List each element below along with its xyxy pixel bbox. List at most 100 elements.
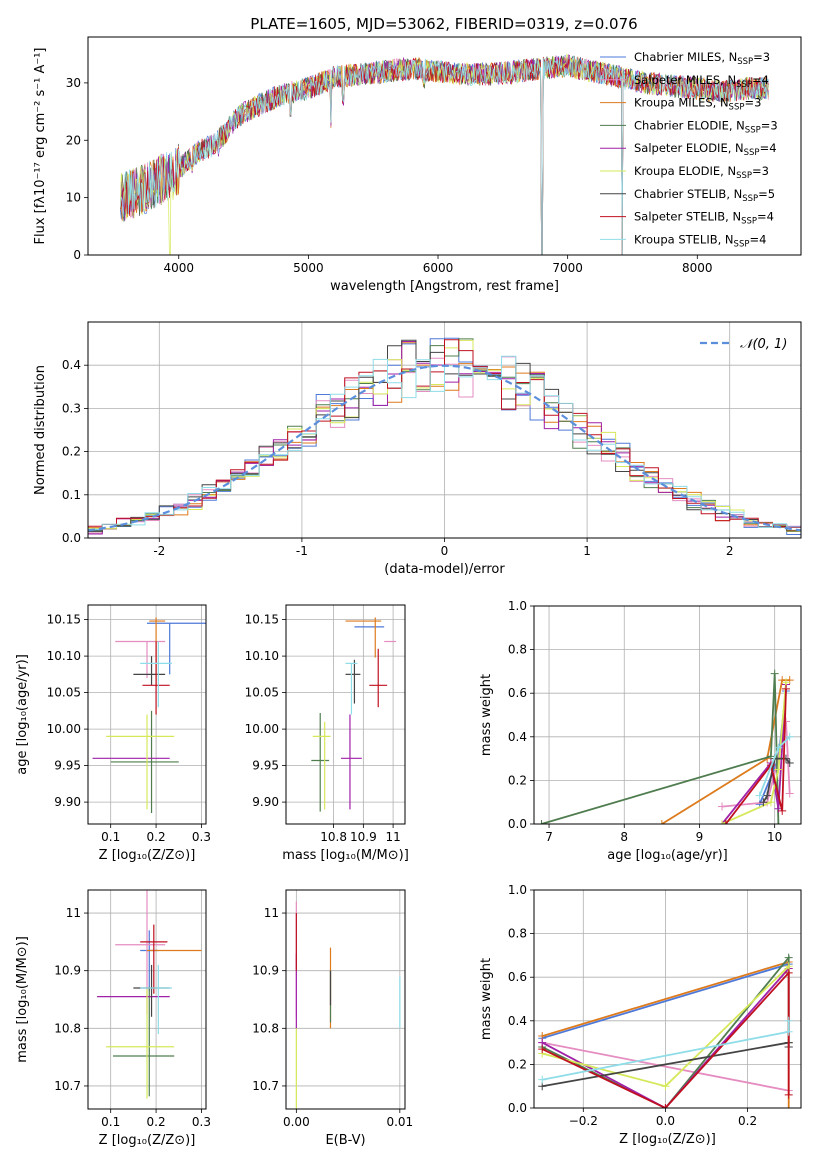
axes-frame: 0.00 0.01 10.7 10.8 10.9 11 [252, 906, 413, 1129]
y-tick-label: 0 [73, 248, 81, 262]
legend-sub: SSP [729, 103, 745, 113]
x-tick-label: 7000 [552, 261, 583, 275]
x-tick-label: 0.01 [386, 1115, 413, 1129]
weight-marker [778, 806, 787, 815]
legend-suffix: =3 [752, 164, 769, 178]
error-bar-point [345, 659, 361, 704]
legend-suffix: =5 [758, 187, 775, 201]
axes-frame: 0.1 0.2 0.3 10.7 10.8 10.9 11 [54, 906, 211, 1129]
plot-area [311, 617, 397, 812]
legend-label: Salpeter MILES, NSSP=4 [634, 73, 769, 90]
axes-frame: 4000 5000 6000 7000 8000 0 10 20 30 [66, 76, 713, 275]
mass-vs-Z-panel: 0.1 0.2 0.3 10.7 10.8 10.9 11 Z [log₁₀(Z/Z⊙)] ma… [15, 889, 211, 1148]
legend-suffix: =3 [761, 118, 778, 132]
y-tick-label: 10.8 [54, 1021, 81, 1035]
x-tick-label: 0.2 [147, 830, 166, 844]
y-tick-label: 10.00 [47, 722, 81, 736]
weight-marker [718, 802, 727, 811]
legend-name: Kroupa ELODIE, N [634, 164, 736, 178]
legend-suffix: =4 [757, 210, 774, 224]
figure-title: PLATE=1605, MJD=53062, FIBERID=0319, z=0… [250, 15, 637, 33]
y-tick-label: 1.0 [508, 599, 527, 613]
weight-marker [784, 968, 793, 977]
error-bar-point [115, 640, 166, 678]
y-axis-label: mass weight [479, 958, 494, 1040]
weight-marker [785, 732, 794, 741]
x-axis-label: age [log₁₀(age/yr)] [607, 848, 728, 863]
x-tick-label: 5000 [293, 261, 324, 275]
axes-frame: 10.8 10.9 11 9.90 9.95 10.00 10.05 10.10 10.15 [245, 613, 401, 844]
x-tick-label: 0.2 [738, 1114, 757, 1128]
normal-curve [88, 364, 801, 532]
y-tick-label: 10.10 [245, 649, 279, 663]
x-tick-label: 10 [767, 830, 782, 844]
x-tick-label: 11 [385, 830, 400, 844]
legend-label: Chabrier STELIB, NSSP=5 [634, 187, 775, 204]
residuals-panel: -2 -1 0 1 2 0.0 0.1 0.2 0.3 0.4 (data-model)/error… [33, 321, 802, 577]
y-tick-label: 11 [66, 906, 81, 920]
error-bar-point [140, 924, 168, 994]
weight-vs-age-panel: 7 8 9 10 0.0 0.2 0.4 0.6 0.8 1.0 age [log₁₀(age/yr… [479, 599, 802, 863]
plot-frame [87, 321, 802, 539]
legend-name: Salpeter MILES, N [634, 73, 736, 87]
y-tick-label: 0.4 [62, 358, 81, 372]
x-tick-label: 9 [696, 830, 704, 844]
x-tick-label: 4000 [163, 261, 194, 275]
error-bar-point [345, 662, 358, 715]
plot-area [295, 901, 401, 1109]
error-bar-point [115, 890, 166, 1014]
weight-marker [538, 1075, 547, 1084]
y-tick-label: 10.05 [47, 686, 81, 700]
y-axis-label: mass weight [479, 674, 494, 756]
y-tick-label: 0.0 [508, 1101, 527, 1115]
plot-frame [87, 604, 207, 825]
weight-marker [721, 820, 730, 824]
plot-frame [87, 36, 802, 256]
x-tick-label: 10.8 [320, 830, 347, 844]
y-tick-label: 10.00 [245, 722, 279, 736]
y-tick-label: 10.8 [252, 1021, 279, 1035]
x-axis-label: Z [log₁₀(Z/Z⊙)] [99, 1133, 196, 1148]
axes-frame: -2 -1 0 1 2 0.0 0.1 0.2 0.3 0.4 [62, 358, 734, 558]
y-tick-label: 10.9 [54, 964, 81, 978]
legend-sub: SSP [741, 217, 757, 227]
y-tick-label: 11 [264, 906, 279, 920]
legend-name: Kroupa STELIB, N [634, 232, 734, 246]
legend-label: Chabrier ELODIE, NSSP=3 [634, 118, 778, 135]
legend-name: Salpeter ELODIE, N [634, 141, 744, 155]
age-vs-mass-panel: 10.8 10.9 11 9.90 9.95 10.00 10.05 10.10 10.15 ma… [245, 604, 409, 863]
y-tick-label: 10.9 [252, 964, 279, 978]
weight-marker [784, 1090, 793, 1099]
y-axis-label: age [log₁₀(age/yr)] [15, 654, 30, 775]
legend-label: Chabrier MILES, NSSP=3 [634, 50, 770, 67]
legend-sub: SSP [737, 57, 753, 67]
error-bar-point [369, 648, 388, 708]
histogram-step [88, 339, 801, 528]
x-tick-label: 0.1 [101, 1115, 120, 1129]
x-tick-label: -2 [153, 544, 165, 558]
legend-label: Salpeter STELIB, NSSP=4 [634, 210, 774, 227]
plot-frame [533, 889, 802, 1109]
legend-label: Kroupa MILES, NSSP=3 [634, 96, 761, 113]
weight-marker [785, 789, 794, 798]
weight-marker [784, 1016, 793, 1025]
x-axis-label: E(B-V) [325, 1133, 365, 1148]
error-bar-point [133, 964, 170, 1017]
x-tick-label: 0.3 [192, 1115, 211, 1129]
y-tick-label: 10 [66, 191, 81, 205]
x-tick-label: 0 [441, 544, 449, 558]
legend-label: Kroupa ELODIE, NSSP=3 [634, 164, 769, 181]
legend-label: Salpeter ELODIE, NSSP=4 [634, 141, 777, 158]
weight-marker [657, 820, 666, 824]
legend-name: Chabrier STELIB, N [634, 187, 742, 201]
x-axis-label: (data-model)/error [384, 562, 505, 577]
y-tick-label: 0.2 [62, 445, 81, 459]
x-axis-label: Z [log₁₀(Z/Z⊙)] [619, 1132, 716, 1147]
error-bar-point [341, 714, 362, 810]
legend-sub: SSP [734, 239, 750, 249]
error-bar-point [133, 656, 166, 686]
weight-marker [785, 758, 794, 767]
y-tick-label: 10.15 [47, 613, 81, 627]
y-axis-label: mass [log₁₀(M/M⊙)] [15, 936, 30, 1063]
